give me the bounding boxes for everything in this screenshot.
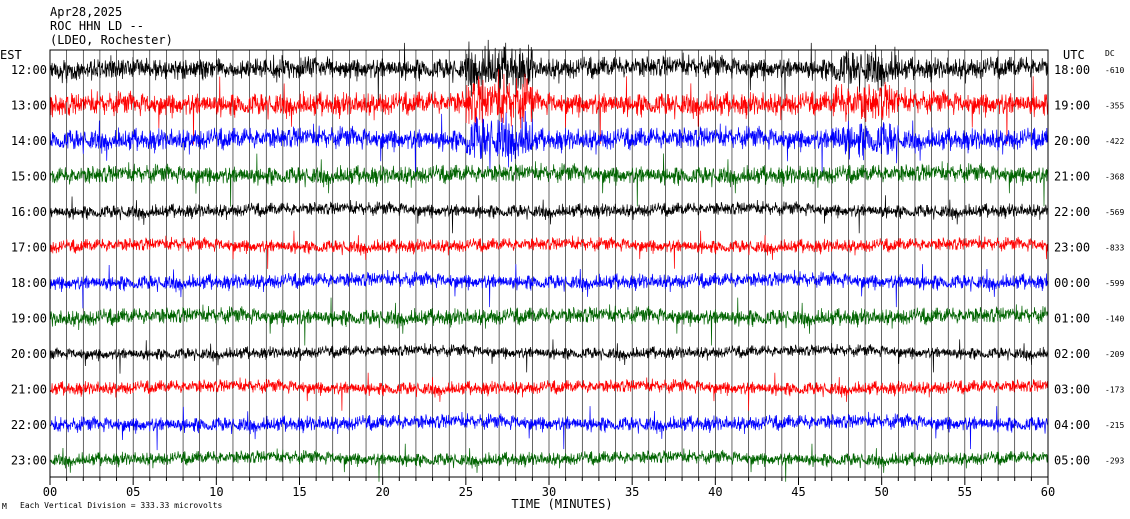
est-tick-label: 15:00 — [11, 170, 47, 184]
utc-tick-label: 01:00 — [1054, 312, 1090, 326]
dc-value-label: -833 — [1105, 244, 1124, 253]
utc-tick-label: 21:00 — [1054, 170, 1090, 184]
x-tick-label: 60 — [1041, 485, 1055, 499]
est-tick-label: 14:00 — [11, 134, 47, 148]
est-tick-label: 12:00 — [11, 63, 47, 77]
est-tick-label: 23:00 — [11, 454, 47, 468]
trace-line — [49, 406, 1049, 451]
footnote-scale: Each Vertical Division = 333.33 microvol… — [20, 501, 222, 510]
utc-tick-label: 18:00 — [1054, 63, 1090, 77]
utc-tick-label: 03:00 — [1054, 383, 1090, 397]
seismic-traces — [49, 39, 1049, 482]
chart-title-date: Apr28,2025 — [50, 5, 123, 19]
dc-labels: -610 -355 -422 -368 -569 -833 -599 -140 -209 -173… — [1105, 66, 1124, 466]
utc-tick-label: 23:00 — [1054, 241, 1090, 255]
dc-value-label: -215 — [1105, 421, 1124, 430]
chart-title-site: (LDEO, Rochester) — [50, 33, 173, 47]
trace-line — [49, 443, 1049, 482]
est-tick-label: 22:00 — [11, 418, 47, 432]
est-tick-label: 19:00 — [11, 312, 47, 326]
utc-tick-label: 19:00 — [1054, 99, 1090, 113]
footnote-mark: M — [2, 502, 7, 511]
dc-value-label: -569 — [1105, 208, 1124, 217]
est-axis-title: EST — [0, 48, 22, 62]
x-tick-label: 20 — [375, 485, 389, 499]
trace-line — [49, 195, 1049, 234]
x-tick-label: 15 — [292, 485, 306, 499]
est-tick-label: 13:00 — [11, 99, 47, 113]
trace-line — [49, 372, 1049, 411]
x-tick-label: 40 — [708, 485, 722, 499]
est-tick-label: 18:00 — [11, 276, 47, 290]
est-labels: 12:00 13:00 14:00 15:00 16:00 17:00 18:00 19:00… — [11, 63, 47, 468]
x-tick-label: 45 — [791, 485, 805, 499]
trace-line — [49, 39, 1049, 106]
dc-value-label: -422 — [1105, 137, 1124, 146]
est-tick-label: 21:00 — [11, 383, 47, 397]
x-tick-label: 50 — [874, 485, 888, 499]
dc-value-label: -355 — [1105, 102, 1124, 111]
dc-value-label: -293 — [1105, 457, 1124, 466]
trace-line — [49, 264, 1049, 309]
dc-value-label: -599 — [1105, 279, 1124, 288]
est-tick-label: 20:00 — [11, 347, 47, 361]
x-axis: 00 05 10 15 20 25 30 35 40 45 50 55 60 — [43, 477, 1055, 499]
x-tick-label: 35 — [625, 485, 639, 499]
utc-axis-title: UTC — [1063, 48, 1085, 62]
utc-tick-label: 02:00 — [1054, 347, 1090, 361]
est-tick-label: 17:00 — [11, 241, 47, 255]
chart-title-station: ROC HHN LD -- — [50, 19, 144, 33]
x-tick-label: 05 — [126, 485, 140, 499]
utc-tick-label: 00:00 — [1054, 276, 1090, 290]
dc-value-label: -209 — [1105, 350, 1124, 359]
utc-tick-label: 05:00 — [1054, 454, 1090, 468]
dc-axis-title: DC — [1105, 49, 1115, 58]
x-tick-label: 10 — [209, 485, 223, 499]
dc-value-label: -173 — [1105, 386, 1124, 395]
trace-line — [49, 110, 1049, 177]
x-axis-title: TIME (MINUTES) — [511, 497, 612, 511]
x-tick-label: 25 — [459, 485, 473, 499]
x-tick-label: 30 — [542, 485, 556, 499]
trace-line — [49, 153, 1049, 207]
utc-tick-label: 04:00 — [1054, 418, 1090, 432]
trace-line — [49, 339, 1049, 374]
x-tick-label: 55 — [958, 485, 972, 499]
utc-tick-label: 20:00 — [1054, 134, 1090, 148]
utc-tick-label: 22:00 — [1054, 205, 1090, 219]
utc-labels: 18:00 19:00 20:00 21:00 22:00 23:00 00:00 01:00… — [1054, 63, 1090, 468]
dc-value-label: -368 — [1105, 173, 1124, 182]
est-tick-label: 16:00 — [11, 205, 47, 219]
trace-line — [49, 297, 1049, 346]
x-tick-label: 00 — [43, 485, 57, 499]
dc-value-label: -140 — [1105, 315, 1124, 324]
dc-value-label: -610 — [1105, 66, 1124, 75]
trace-line — [49, 230, 1049, 269]
trace-line — [49, 69, 1049, 145]
